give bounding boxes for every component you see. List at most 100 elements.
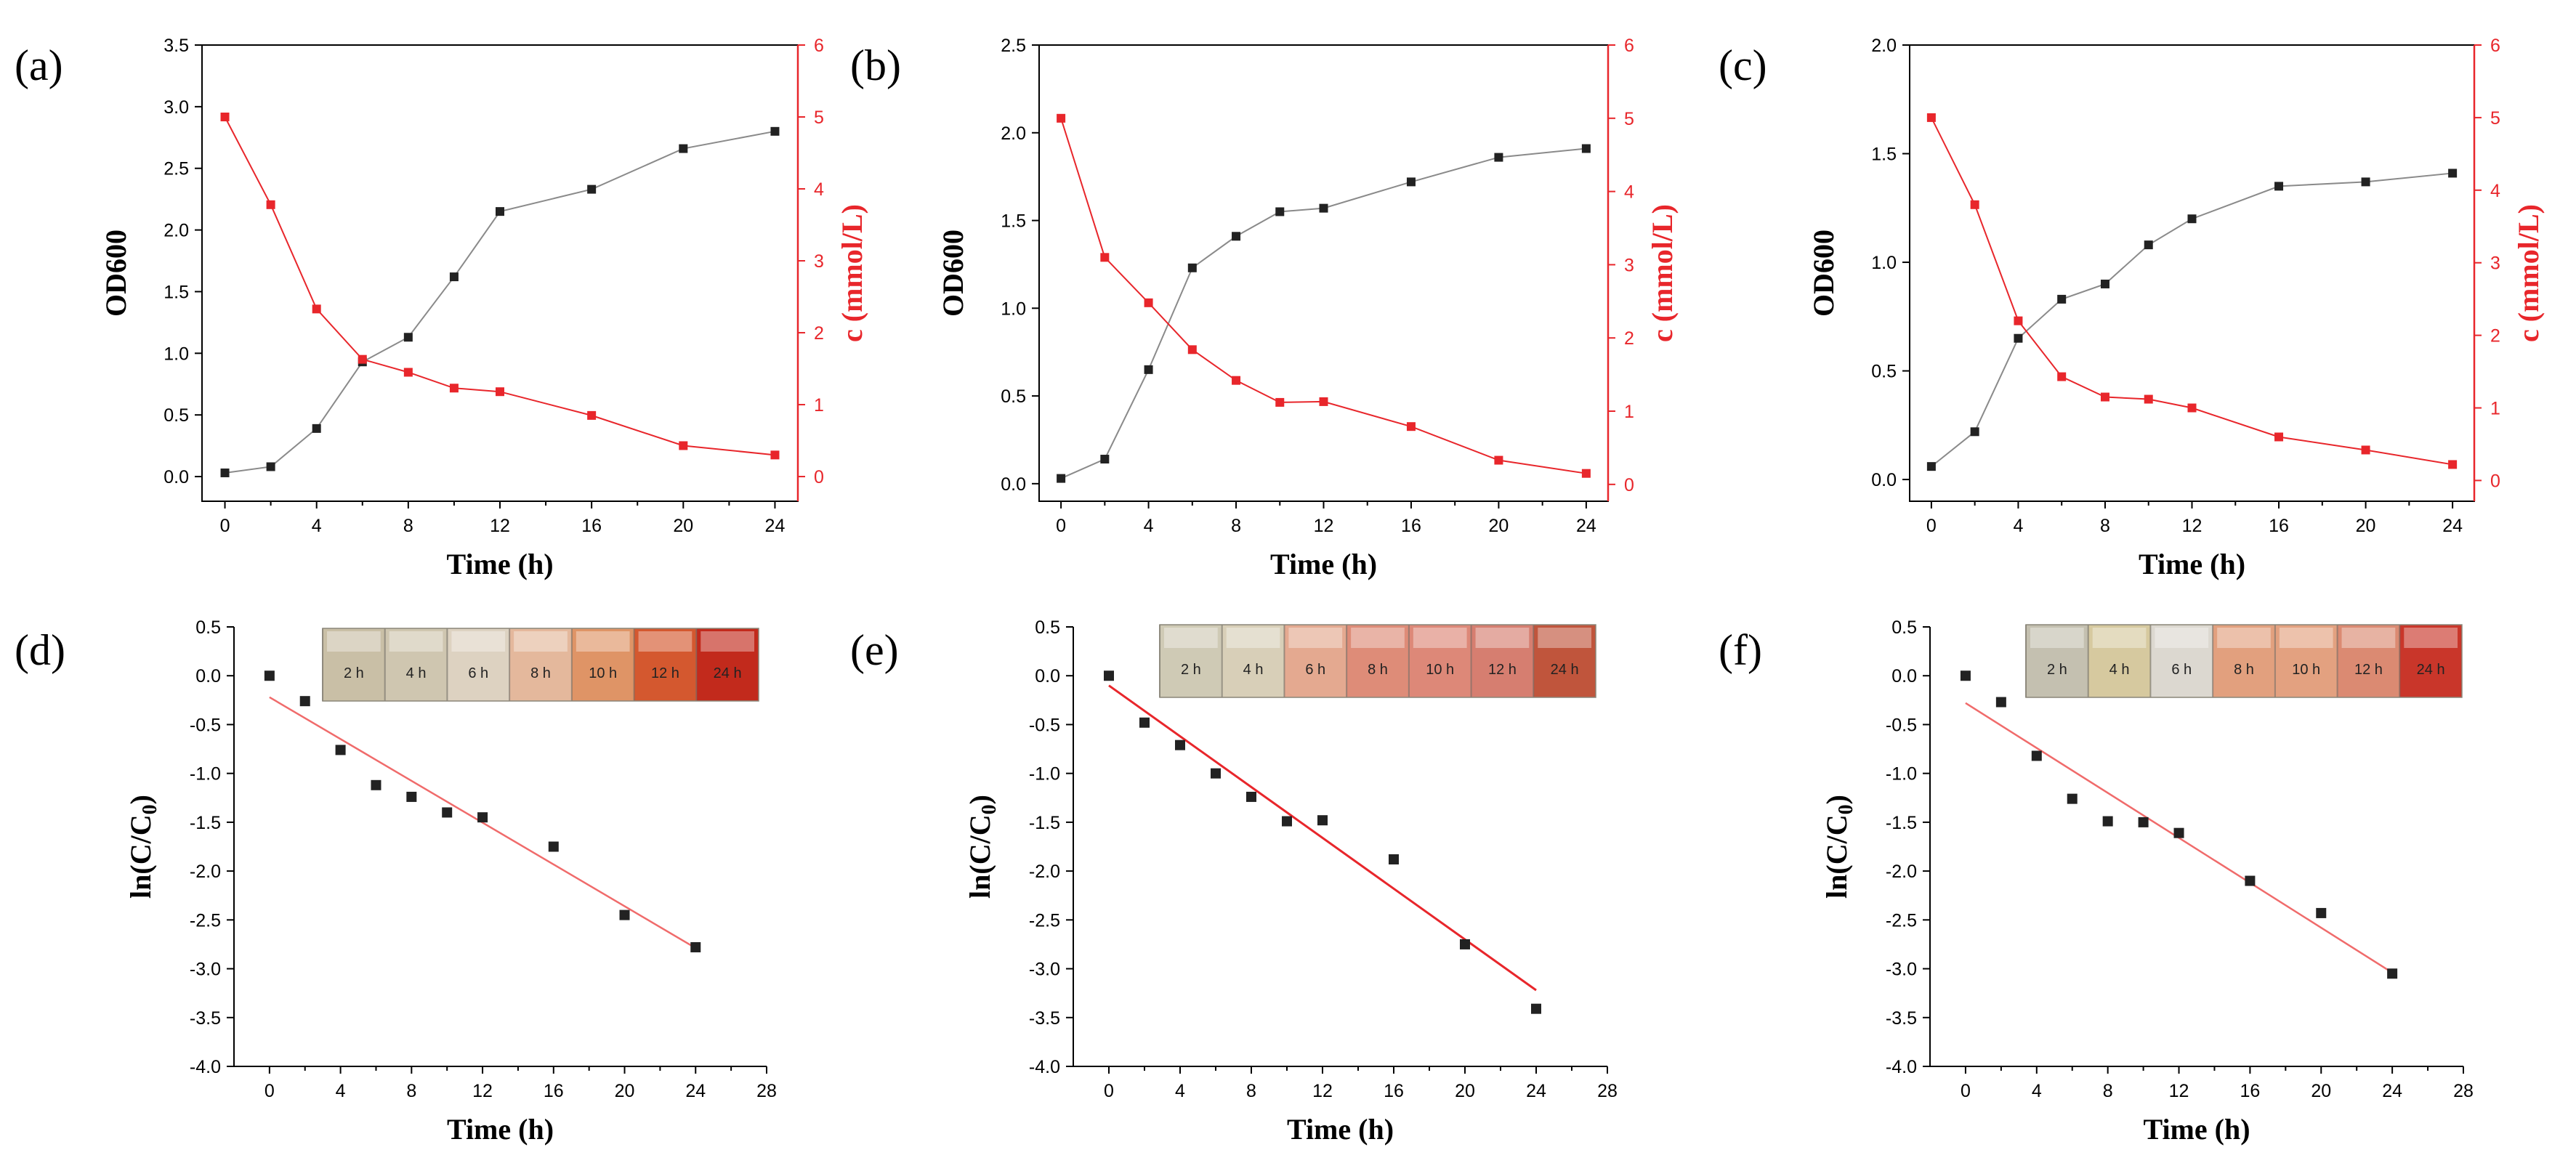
vial-glare: [2341, 628, 2396, 648]
y-tick-label: -0.5: [190, 715, 221, 735]
y2-tick-label: 4: [814, 179, 824, 200]
y-tick-label: -2.5: [1886, 910, 1917, 931]
vial: [2026, 625, 2088, 697]
y2-tick-label: 3: [814, 251, 824, 272]
vial-label: 6 h: [468, 665, 488, 681]
vial-glare: [327, 631, 381, 652]
y2-axis-title: c (mmol/L): [836, 204, 868, 342]
od600-point: [1057, 474, 1066, 483]
panel-label: (d): [15, 626, 65, 674]
panel-a: (a)0 4 8 12 16 20 240.00.51.01.52.02.53.03.5Ti…: [15, 36, 868, 580]
vial-glare: [638, 631, 693, 652]
vial-label: 8 h: [2234, 662, 2254, 678]
vial-strip-border: [2025, 624, 2463, 698]
x-tick-label: 20: [673, 516, 693, 536]
data-point: [406, 791, 417, 802]
od600-point: [1406, 177, 1416, 187]
y-axis-title: OD600: [100, 230, 132, 317]
x-tick-label: 24: [2382, 1081, 2402, 1101]
x-tick-label: 20: [1455, 1081, 1475, 1101]
x-tick-label: 16: [1384, 1081, 1404, 1101]
vial-glare: [1164, 628, 1218, 648]
x-tick-label: 12: [2169, 1081, 2189, 1101]
y-tick-label: 0.5: [1891, 617, 1917, 638]
fit-line: [269, 696, 696, 949]
conc-point: [1926, 113, 1936, 122]
conc-point: [266, 200, 275, 209]
vial-glare: [451, 631, 506, 652]
conc-point: [220, 113, 230, 122]
vial: [2150, 625, 2213, 697]
x-tick-label: 8: [406, 1081, 416, 1101]
data-point: [264, 670, 275, 681]
conc-point: [312, 304, 321, 314]
conc-point: [1581, 469, 1591, 478]
y-tick-label: -2.0: [190, 862, 221, 882]
y-axis-title-part: ln(C/C: [124, 814, 157, 899]
vial: [1222, 625, 1285, 697]
od600-point: [1100, 455, 1110, 464]
vial-glare: [1288, 628, 1343, 648]
y-tick-label: -1.5: [190, 813, 221, 833]
y2-tick-label: 2: [814, 323, 824, 344]
x-tick-label: 4: [2032, 1081, 2042, 1101]
vial-label: 12 h: [2354, 662, 2383, 678]
y-tick-label: -0.5: [1886, 715, 1917, 735]
y-tick-label: 2.0: [1001, 123, 1026, 144]
y-tick-label: 0.5: [1871, 362, 1897, 382]
conc-point: [1187, 345, 1197, 354]
y-tick-label: 1.5: [1001, 211, 1026, 232]
y-axis-title-part: ln(C/C: [964, 814, 996, 899]
vial: [2213, 625, 2275, 697]
y2-tick-label: 6: [814, 36, 824, 56]
conc-point: [403, 368, 413, 377]
x-tick-label: 20: [615, 1081, 635, 1101]
x-tick-label: 24: [765, 516, 786, 536]
conc-point: [1100, 253, 1110, 262]
y-tick-label: -0.5: [1029, 715, 1060, 735]
od600-point: [1319, 203, 1328, 213]
data-point: [2387, 968, 2398, 979]
conc-point: [2057, 372, 2067, 381]
od600-point: [770, 126, 780, 136]
x-tick-label: 16: [581, 516, 602, 536]
od600-point: [679, 144, 688, 153]
y-axis-title: OD600: [1807, 230, 1840, 317]
y-tick-label: -2.5: [1029, 910, 1060, 931]
vial-glare: [1413, 628, 1467, 648]
data-point: [690, 941, 701, 952]
vial: [2088, 625, 2151, 697]
x-tick-label: 8: [2100, 516, 2110, 536]
y-tick-label: -3.5: [1029, 1008, 1060, 1029]
plot-frame: [1909, 44, 2475, 502]
x-tick-label: 24: [1526, 1081, 1546, 1101]
vial-glare: [1475, 628, 1530, 648]
y2-tick-label: 1: [814, 395, 824, 416]
y-tick-label: 1.5: [1871, 145, 1897, 165]
fit-line: [1108, 684, 1537, 992]
od600-point: [1581, 144, 1591, 153]
vial-label: 2 h: [1181, 662, 1201, 678]
x-tick-label: 24: [685, 1081, 706, 1101]
y-tick-label: 0.0: [195, 666, 221, 686]
x-tick-label: 0: [1926, 516, 1937, 536]
conc-point: [2014, 316, 2023, 325]
y-axis-title-part: ): [124, 795, 157, 804]
data-point: [2316, 907, 2327, 918]
y-tick-label: 1.0: [1871, 253, 1897, 273]
y-axis-title: OD600: [937, 230, 969, 317]
vial-label: 6 h: [1305, 662, 1325, 678]
y-tick-label: 2.5: [1001, 36, 1026, 56]
vial-label: 8 h: [1368, 662, 1388, 678]
y2-tick-label: 4: [1624, 182, 1634, 203]
data-point: [1531, 1003, 1541, 1014]
x-tick-label: 20: [2311, 1081, 2331, 1101]
od600-point: [2057, 294, 2067, 304]
y2-tick-label: 5: [2490, 108, 2500, 129]
conc-point: [449, 384, 459, 393]
vial-label: 12 h: [651, 665, 679, 681]
y-tick-label: 1.0: [1001, 299, 1026, 319]
y-tick-label: -4.0: [1029, 1057, 1060, 1077]
data-point: [1139, 717, 1150, 728]
series-line-conc: [1930, 117, 2453, 466]
